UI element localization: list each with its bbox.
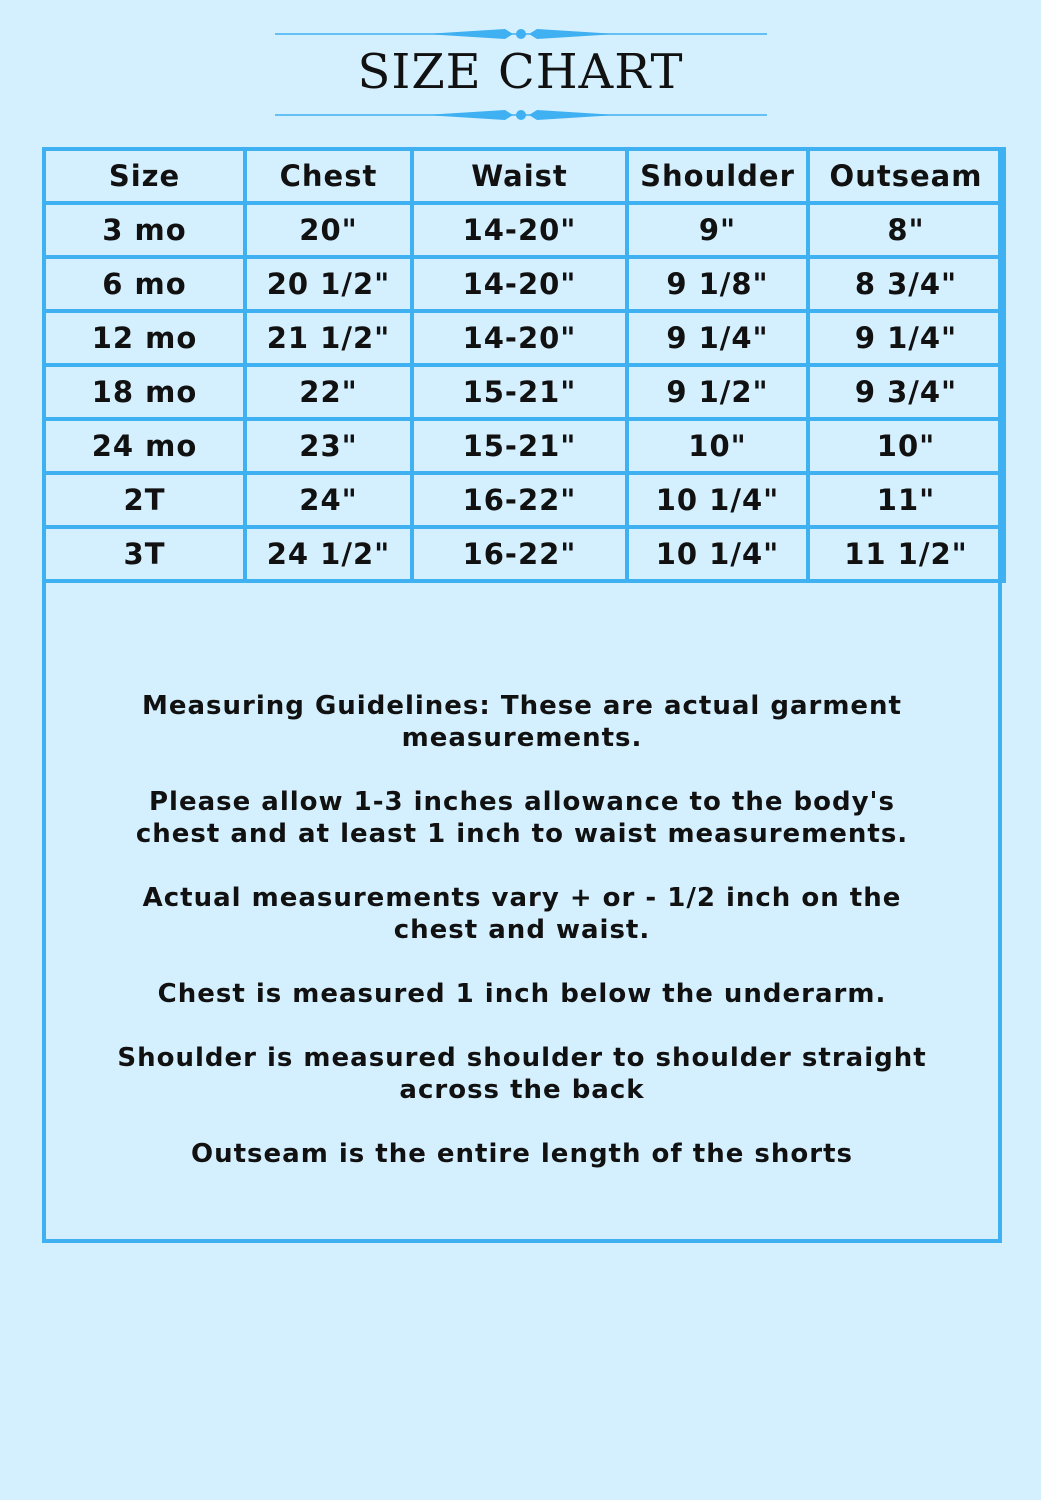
column-header: Chest <box>243 147 414 205</box>
table-row: 12 mo 21 1/2" 14-20" 9 1/4" 9 1/4" <box>42 309 1006 367</box>
table-cell: 20 1/2" <box>243 255 414 313</box>
table-cell: 18 mo <box>42 363 247 421</box>
bottom-ornament <box>275 110 767 120</box>
table-cell: 9 1/4" <box>625 309 810 367</box>
table-cell: 22" <box>243 363 414 421</box>
table-cell: 10 1/4" <box>625 471 810 529</box>
table-cell: 6 mo <box>42 255 247 313</box>
header-row: Size Chest Waist Shoulder Outseam <box>42 147 1006 205</box>
table-cell: 14-20" <box>410 309 629 367</box>
table-cell: 2T <box>42 471 247 529</box>
table-cell: 12 mo <box>42 309 247 367</box>
table-cell: 9 3/4" <box>806 363 1006 421</box>
note: Actual measurements vary + or - 1/2 inch… <box>142 883 902 945</box>
table-cell: 10" <box>625 417 810 475</box>
table-cell: 14-20" <box>410 255 629 313</box>
table-cell: 9 1/8" <box>625 255 810 313</box>
table-row: 24 mo 23" 15-21" 10" 10" <box>42 417 1006 475</box>
table-cell: 24 mo <box>42 417 247 475</box>
table-cell: 3T <box>42 525 247 583</box>
table-row: 2T 24" 16-22" 10 1/4" 11" <box>42 471 1006 529</box>
table-cell: 8" <box>806 201 1006 259</box>
table-cell: 11" <box>806 471 1006 529</box>
table-row: 18 mo 22" 15-21" 9 1/2" 9 3/4" <box>42 363 1006 421</box>
table-cell: 15-21" <box>410 417 629 475</box>
note: Outseam is the entire length of the shor… <box>191 1139 853 1169</box>
table-cell: 16-22" <box>410 471 629 529</box>
table-cell: 9 1/4" <box>806 309 1006 367</box>
table-cell: 10 1/4" <box>625 525 810 583</box>
table-cell: 24 1/2" <box>243 525 414 583</box>
table-row: 3T 24 1/2" 16-22" 10 1/4" 11 1/2" <box>42 525 1006 583</box>
table-cell: 11 1/2" <box>806 525 1006 583</box>
table-cell: 16-22" <box>410 525 629 583</box>
table-cell: 14-20" <box>410 201 629 259</box>
note: Shoulder is measured shoulder to shoulde… <box>117 1043 927 1105</box>
table-cell: 10" <box>806 417 1006 475</box>
table-cell: 9 1/2" <box>625 363 810 421</box>
table-cell: 3 mo <box>42 201 247 259</box>
table-cell: 8 3/4" <box>806 255 1006 313</box>
column-header: Outseam <box>806 147 1006 205</box>
table-cell: 21 1/2" <box>243 309 414 367</box>
table-row: 6 mo 20 1/2" 14-20" 9 1/8" 8 3/4" <box>42 255 1006 313</box>
column-header: Size <box>42 147 247 205</box>
table-cell: 15-21" <box>410 363 629 421</box>
page-title: SIZE CHART <box>357 44 684 100</box>
table-cell: 24" <box>243 471 414 529</box>
size-table: Size Chest Waist Shoulder Outseam 3 mo 20" 14-… <box>42 147 1006 583</box>
table-cell: 23" <box>243 417 414 475</box>
note: Measuring Guidelines: These are actual g… <box>142 691 902 753</box>
note: Please allow 1-3 inches allowance to the… <box>135 787 909 849</box>
top-ornament <box>275 29 767 39</box>
note: Chest is measured 1 inch below the under… <box>157 979 887 1009</box>
column-header: Shoulder <box>625 147 810 205</box>
table-row: 3 mo 20" 14-20" 9" 8" <box>42 201 1006 259</box>
table-cell: 9" <box>625 201 810 259</box>
measuring-guidelines: Measuring Guidelines: These are actual g… <box>46 690 998 1202</box>
column-header: Waist <box>410 147 629 205</box>
table-cell: 20" <box>243 201 414 259</box>
